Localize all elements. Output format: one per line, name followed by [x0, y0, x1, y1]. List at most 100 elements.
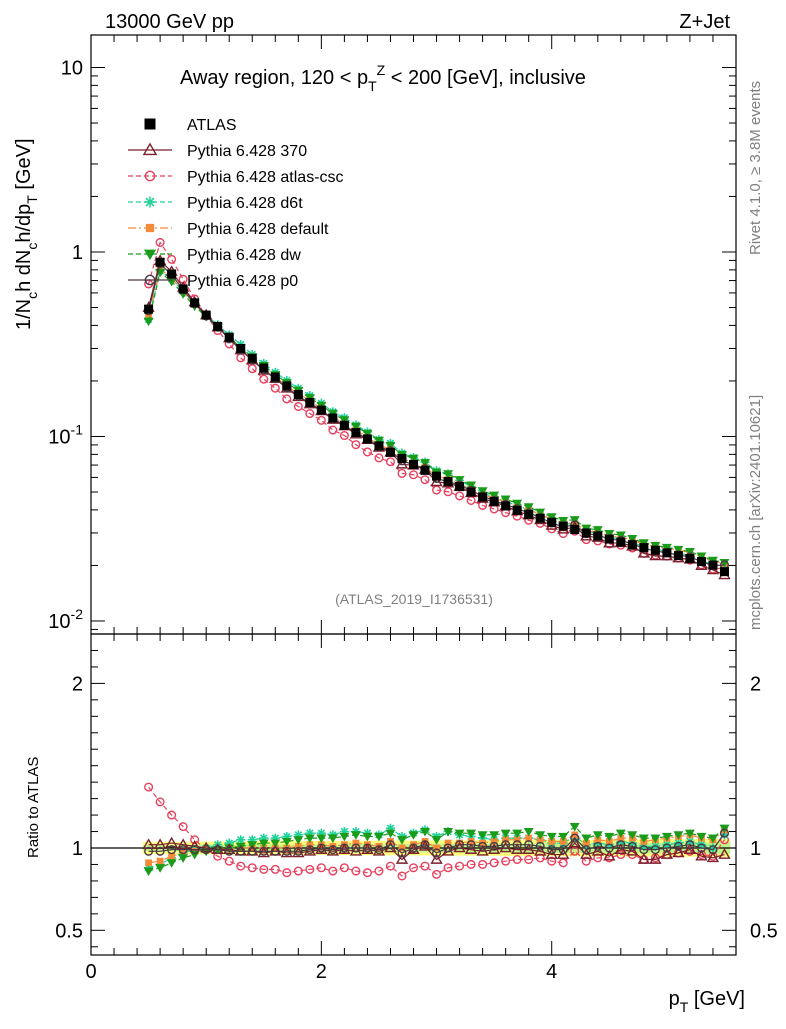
- ratio-point-default: [294, 842, 302, 850]
- legend: ATLAS Pythia 6.428 370 Pythia 6.428 atlas-…: [128, 117, 344, 290]
- ratio-point-p370: [557, 848, 570, 859]
- data-point-atlas: [213, 321, 223, 331]
- series-p0: [144, 259, 730, 571]
- legend-marker-atlas_csc: [144, 170, 156, 182]
- ratio-point-p370: [649, 853, 662, 864]
- ratio-point-dw: [627, 831, 638, 840]
- ratio-point-default: [433, 844, 440, 852]
- ratio-point-p370: [568, 836, 581, 848]
- legend-label: Pythia 6.428 dw: [187, 247, 301, 264]
- ratio-y-tick-label-right: 2: [750, 673, 761, 695]
- ratio-point-p0: [316, 843, 326, 853]
- data-point-atlas: [455, 482, 465, 492]
- data-point-dw: [673, 545, 684, 555]
- data-point-atlas: [547, 517, 557, 527]
- ratio-point-dw: [569, 823, 580, 832]
- ratio-point-dw: [466, 829, 477, 839]
- ratio-point-p0: [696, 843, 706, 853]
- ratio-point-dw: [592, 831, 603, 840]
- ratio-point-p370: [315, 843, 328, 854]
- ratio-point-atlas_csc: [270, 864, 280, 874]
- ratio-series-atlas_csc: [144, 782, 730, 881]
- ratio-point-p370: [545, 848, 558, 859]
- data-point-dw: [615, 531, 626, 541]
- x-tick-label: 2: [316, 961, 327, 983]
- data-point-atlas: [558, 521, 568, 531]
- ratio-point-p0: [535, 841, 545, 851]
- ratio-point-p370: [257, 846, 270, 858]
- ratio-point-p0: [144, 846, 154, 856]
- data-point-atlas: [535, 513, 545, 523]
- data-point-atlas_csc: [455, 491, 465, 501]
- ratio-point-p0: [362, 843, 372, 853]
- data-point-dw: [143, 317, 154, 327]
- ratio-point-p370: [292, 846, 305, 858]
- ratio-point-atlas_csc: [616, 850, 626, 860]
- ratio-point-p370: [580, 848, 593, 859]
- ratio-point-dw: [293, 836, 304, 845]
- data-point-atlas: [328, 413, 338, 423]
- ratio-point-atlas_csc: [420, 861, 430, 871]
- ratio-point-atlas_csc: [224, 856, 234, 866]
- data-point-atlas: [155, 257, 165, 267]
- ratio-point-p0: [501, 840, 511, 850]
- ratio-point-dw: [431, 836, 442, 845]
- data-point-atlas: [662, 548, 672, 558]
- ratio-point-p0: [259, 846, 269, 856]
- data-point-dw: [604, 530, 615, 539]
- ratio-point-p370: [142, 838, 155, 850]
- data-point-atlas_csc: [397, 468, 407, 478]
- ratio-panel: 0 2 4 0.5 0.5 1 1 2 2: [55, 633, 778, 983]
- data-point-atlas: [178, 284, 188, 294]
- ratio-point-p370: [534, 844, 547, 856]
- ratio-point-dw: [408, 831, 419, 840]
- ratio-point-dw: [454, 829, 465, 839]
- ratio-point-default: [525, 834, 533, 842]
- data-point-atlas_csc: [339, 431, 349, 441]
- ratio-point-p370: [372, 844, 386, 856]
- legend-label: Pythia 6.428 default: [187, 221, 329, 238]
- ratio-point-p370: [280, 846, 293, 858]
- ratio-point-dw: [696, 832, 707, 842]
- main-panel: 10-2 10-1 1 10: [48, 34, 737, 635]
- ratio-point-p0: [547, 845, 557, 855]
- ratio-point-dw: [558, 832, 569, 842]
- ratio-point-atlas_csc: [547, 856, 557, 866]
- data-point-atlas: [719, 567, 729, 577]
- x-tick-label: 0: [85, 961, 96, 983]
- ratio-point-p370: [614, 843, 627, 854]
- ratio-frame: [90, 633, 737, 956]
- data-point-atlas: [316, 405, 326, 415]
- data-point-atlas: [282, 381, 292, 391]
- ratio-point-p0: [489, 841, 499, 851]
- data-point-atlas_csc: [259, 374, 269, 384]
- ratio-point-p0: [167, 845, 177, 855]
- ratio-point-atlas_csc: [282, 868, 292, 878]
- data-point-dw: [696, 552, 707, 562]
- ratio-point-dw: [638, 834, 649, 844]
- data-point-atlas_csc: [305, 409, 315, 419]
- ratio-point-atlas_csc: [236, 861, 246, 871]
- ratio-point-p0: [581, 845, 591, 855]
- ratio-point-p0: [708, 845, 718, 855]
- ratio-point-p370: [338, 843, 351, 854]
- ratio-point-default: [156, 857, 164, 865]
- ratio-point-dw: [362, 832, 373, 842]
- chart-title: Away region, 120 < pTZ < 200 [GeV], incl…: [180, 62, 586, 94]
- ratio-point-p0: [305, 845, 315, 855]
- ratio-point-p0: [662, 843, 672, 853]
- ratio-point-p370: [660, 848, 674, 859]
- data-point-atlas: [397, 453, 407, 463]
- ratio-point-dw: [661, 832, 672, 842]
- ratio-point-atlas_csc: [558, 858, 568, 868]
- data-point-p370: [649, 549, 662, 561]
- data-point-dw: [627, 534, 638, 544]
- legend-marker-default: [145, 223, 155, 233]
- ratio-point-p370: [153, 838, 167, 850]
- data-point-atlas_csc: [316, 415, 326, 425]
- ratio-point-dw: [316, 834, 327, 844]
- ratio-point-atlas_csc: [524, 854, 534, 865]
- data-point-atlas: [270, 372, 280, 382]
- ratio-point-dw: [512, 829, 523, 839]
- ratio-point-p370: [591, 844, 604, 856]
